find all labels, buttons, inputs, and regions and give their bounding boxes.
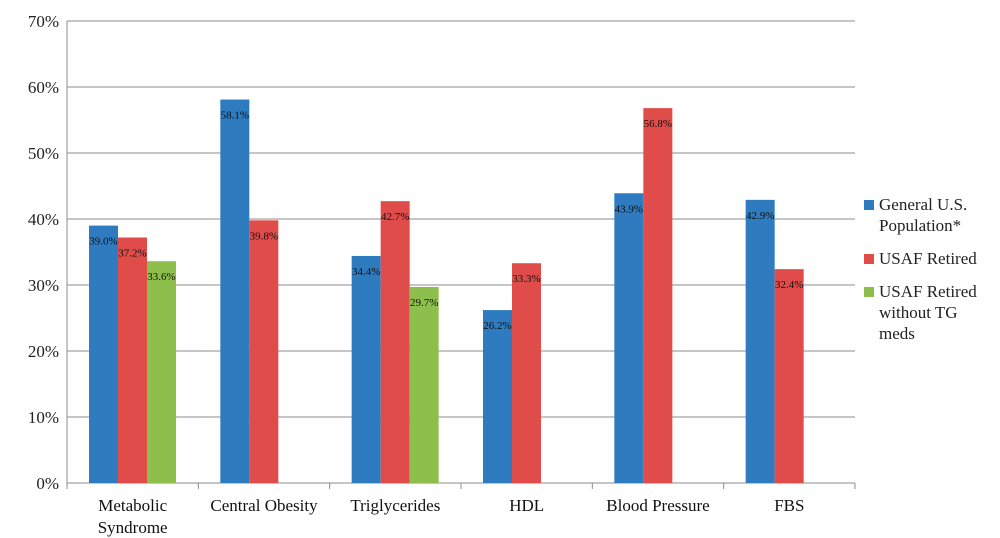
bar <box>483 310 512 483</box>
x-category-label-line: FBS <box>774 496 804 515</box>
x-category-label-line: Metabolic <box>98 496 167 515</box>
bar <box>643 108 673 484</box>
x-category-label-line: Blood Pressure <box>606 496 709 515</box>
legend-label-line: meds <box>879 324 915 343</box>
bar <box>409 286 439 483</box>
bar <box>745 199 775 484</box>
y-tick-label: 20% <box>28 342 59 361</box>
y-tick-label: 50% <box>28 144 59 163</box>
legend-item: General U.S. Population* <box>864 194 1000 236</box>
legend-item: USAF Retired <box>864 248 1000 269</box>
y-tick-label: 30% <box>28 276 59 295</box>
data-label: 37.2% <box>118 247 146 259</box>
legend-label-line: USAF Retired <box>879 282 977 301</box>
data-label: 39.0% <box>89 236 117 248</box>
data-label: 33.3% <box>512 273 540 285</box>
bar <box>351 255 381 483</box>
y-tick-label: 10% <box>28 408 59 427</box>
x-category-label: Blood Pressure <box>606 496 709 515</box>
data-label: 58.1% <box>221 110 249 122</box>
data-label: 33.6% <box>147 271 175 283</box>
legend-label: USAF Retired without TG meds <box>879 281 977 344</box>
legend-label: General U.S. Population* <box>879 194 967 236</box>
legend-swatch <box>864 254 874 264</box>
legend-label-line: without TG <box>879 303 958 322</box>
data-label: 42.9% <box>746 210 774 222</box>
legend-label-line: Population* <box>879 216 962 235</box>
bar <box>614 193 644 483</box>
legend-swatch <box>864 200 874 210</box>
bar <box>147 261 176 483</box>
data-label: 56.8% <box>644 118 672 130</box>
bar <box>249 220 279 483</box>
x-category-label-line: HDL <box>509 496 544 515</box>
x-category-label: Metabolic Syndrome <box>98 496 168 537</box>
x-category-label-line: Central Obesity <box>210 496 318 515</box>
y-tick-label: 0% <box>36 474 59 493</box>
x-category-label: Central Obesity <box>210 496 318 515</box>
legend-label-line: USAF Retired <box>879 249 977 268</box>
data-label: 43.9% <box>615 203 643 215</box>
legend-swatch <box>864 287 874 297</box>
x-category-label-line: Syndrome <box>98 518 168 537</box>
x-category-label: HDL <box>509 496 544 515</box>
data-label: 32.4% <box>775 279 803 291</box>
bar <box>220 99 250 483</box>
data-label: 34.4% <box>352 266 380 278</box>
bar-chart: 0% 10% 20% 30% 40% 50% 60% 70% 39.0%37.2%33.6% Me… <box>28 12 856 537</box>
y-tick-label: 60% <box>28 78 59 97</box>
legend-item: USAF Retired without TG meds <box>864 281 1000 344</box>
bar <box>89 225 118 483</box>
bar <box>118 237 147 483</box>
bar <box>380 201 410 483</box>
legend-label-line: General U.S. <box>879 195 968 214</box>
y-tick-label: 40% <box>28 210 59 229</box>
data-label: 39.8% <box>250 230 278 242</box>
data-label: 29.7% <box>410 297 438 309</box>
x-category-label-line: Triglycerides <box>350 496 440 515</box>
x-category-label: Triglycerides <box>350 496 440 515</box>
legend-label: USAF Retired <box>879 248 977 269</box>
data-label: 26.2% <box>483 320 511 332</box>
legend: General U.S. Population* USAF Retired USAF … <box>864 194 1000 356</box>
x-category-label: FBS <box>774 496 804 515</box>
bar <box>774 269 804 483</box>
y-tick-label: 70% <box>28 12 59 31</box>
data-label: 42.7% <box>381 211 409 223</box>
bar <box>512 263 541 483</box>
